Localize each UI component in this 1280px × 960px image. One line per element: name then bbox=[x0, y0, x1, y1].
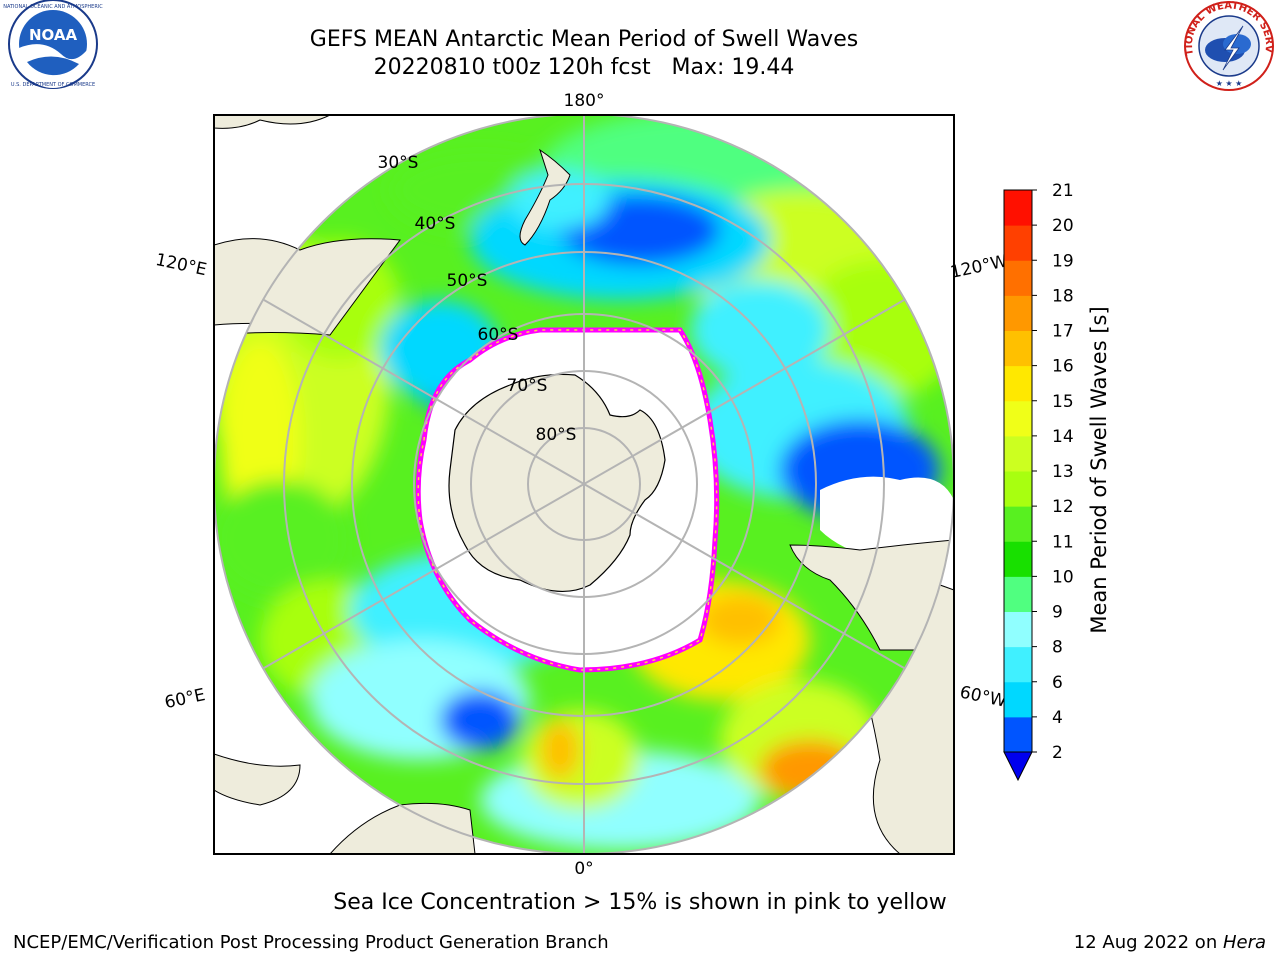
colorbar-segment bbox=[1004, 611, 1032, 648]
colorbar-tick-label: 10 bbox=[1052, 567, 1074, 587]
nws-logo: NATIONAL WEATHER SERVICE ★ ★ ★ bbox=[1184, 0, 1274, 91]
colorbar-segment bbox=[1004, 716, 1032, 753]
colorbar-segment bbox=[1004, 541, 1032, 577]
colorbar-tick-label: 15 bbox=[1052, 392, 1074, 412]
colorbar-tick-label: 12 bbox=[1052, 497, 1074, 517]
colorbar: 2 4 6 8 9 10 11 12 13 14 15 16 17 18 19 20 21 bbox=[1003, 181, 1074, 782]
svg-text:NATIONAL OCEANIC AND ATMOSPHER: NATIONAL OCEANIC AND ATMOSPHERIC bbox=[3, 4, 103, 10]
lat-label-30s: 30°S bbox=[378, 153, 419, 173]
graticule bbox=[214, 115, 954, 854]
colorbar-label: Mean Period of Swell Waves [s] bbox=[1087, 306, 1111, 633]
svg-text:U.S. DEPARTMENT OF COMMERCE: U.S. DEPARTMENT OF COMMERCE bbox=[11, 82, 95, 88]
colorbar-segment bbox=[1004, 646, 1032, 683]
lat-label-40s: 40°S bbox=[415, 214, 456, 234]
colorbar-tick-label: 8 bbox=[1052, 638, 1063, 658]
colorbar-tick-label: 9 bbox=[1052, 603, 1063, 623]
colorbar-tick-label: 11 bbox=[1052, 532, 1074, 552]
colorbar-tick-label: 13 bbox=[1052, 462, 1074, 482]
chart-title: GEFS MEAN Antarctic Mean Period of Swell… bbox=[309, 27, 859, 52]
lat-label-80s: 80°S bbox=[536, 425, 577, 445]
colorbar-tick-label: 20 bbox=[1052, 216, 1074, 236]
lon-label-0: 0° bbox=[574, 859, 593, 879]
colorbar-segment bbox=[1004, 365, 1032, 402]
colorbar-tick-label: 21 bbox=[1052, 181, 1074, 201]
colorbar-tick-label: 6 bbox=[1052, 673, 1063, 693]
lon-label-120e: 120°E bbox=[154, 250, 209, 280]
credit-line: NCEP/EMC/Verification Post Processing Pr… bbox=[13, 932, 609, 953]
colorbar-segment bbox=[1004, 506, 1032, 542]
colorbar-segment bbox=[1004, 190, 1032, 226]
lon-label-180: 180° bbox=[564, 91, 605, 111]
lat-label-70s: 70°S bbox=[507, 376, 548, 396]
noaa-logo: NOAA NATIONAL OCEANIC AND ATMOSPHERIC U.… bbox=[3, 0, 103, 89]
colorbar-tick-label: 14 bbox=[1052, 427, 1074, 447]
colorbar-tick-label: 17 bbox=[1052, 322, 1074, 342]
colorbar-tick-label: 2 bbox=[1052, 743, 1063, 763]
sea-ice-note-row: Sea Ice Concentration > 15% is shown in … bbox=[0, 890, 1280, 915]
colorbar-segment bbox=[1004, 295, 1032, 331]
sea-ice-note: Sea Ice Concentration > 15% is shown in … bbox=[333, 890, 947, 915]
svg-text:★ ★ ★: ★ ★ ★ bbox=[1216, 79, 1243, 88]
date-stamp: 12 Aug 2022 on Hera bbox=[1074, 932, 1266, 953]
colorbar-segment bbox=[1004, 330, 1032, 367]
machine-name: Hera bbox=[1222, 932, 1266, 953]
new-zealand bbox=[519, 148, 571, 246]
colorbar-segment bbox=[1004, 576, 1032, 612]
colorbar-tick-label: 18 bbox=[1052, 286, 1074, 306]
lon-label-60w: 60°W bbox=[958, 682, 1008, 711]
colorbar-segment bbox=[1004, 225, 1032, 261]
colorbar-tick-label: 19 bbox=[1052, 251, 1074, 271]
colorbar-under-arrow bbox=[1003, 751, 1033, 782]
map-frame bbox=[213, 114, 955, 855]
noaa-logo-text: NOAA bbox=[29, 26, 78, 44]
colorbar-segment bbox=[1004, 471, 1032, 507]
colorbar-segment bbox=[1004, 260, 1032, 296]
colorbar-segment bbox=[1004, 435, 1032, 472]
chart-subtitle: 20220810 t00z 120h fcst Max: 19.44 bbox=[373, 55, 795, 80]
colorbar-segment bbox=[1004, 400, 1032, 437]
colorbar-tick-label: 16 bbox=[1052, 357, 1074, 377]
colorbar-segment bbox=[1004, 681, 1032, 718]
polar-map bbox=[214, 115, 954, 854]
lat-label-60s: 60°S bbox=[478, 325, 519, 345]
date-text: 12 Aug 2022 on bbox=[1073, 932, 1223, 953]
lat-label-50s: 50°S bbox=[447, 271, 488, 291]
antarctica bbox=[448, 373, 666, 593]
lon-label-120w: 120°W bbox=[949, 251, 1010, 283]
lon-label-60e: 60°E bbox=[163, 685, 207, 713]
colorbar-tick-label: 4 bbox=[1052, 708, 1063, 728]
